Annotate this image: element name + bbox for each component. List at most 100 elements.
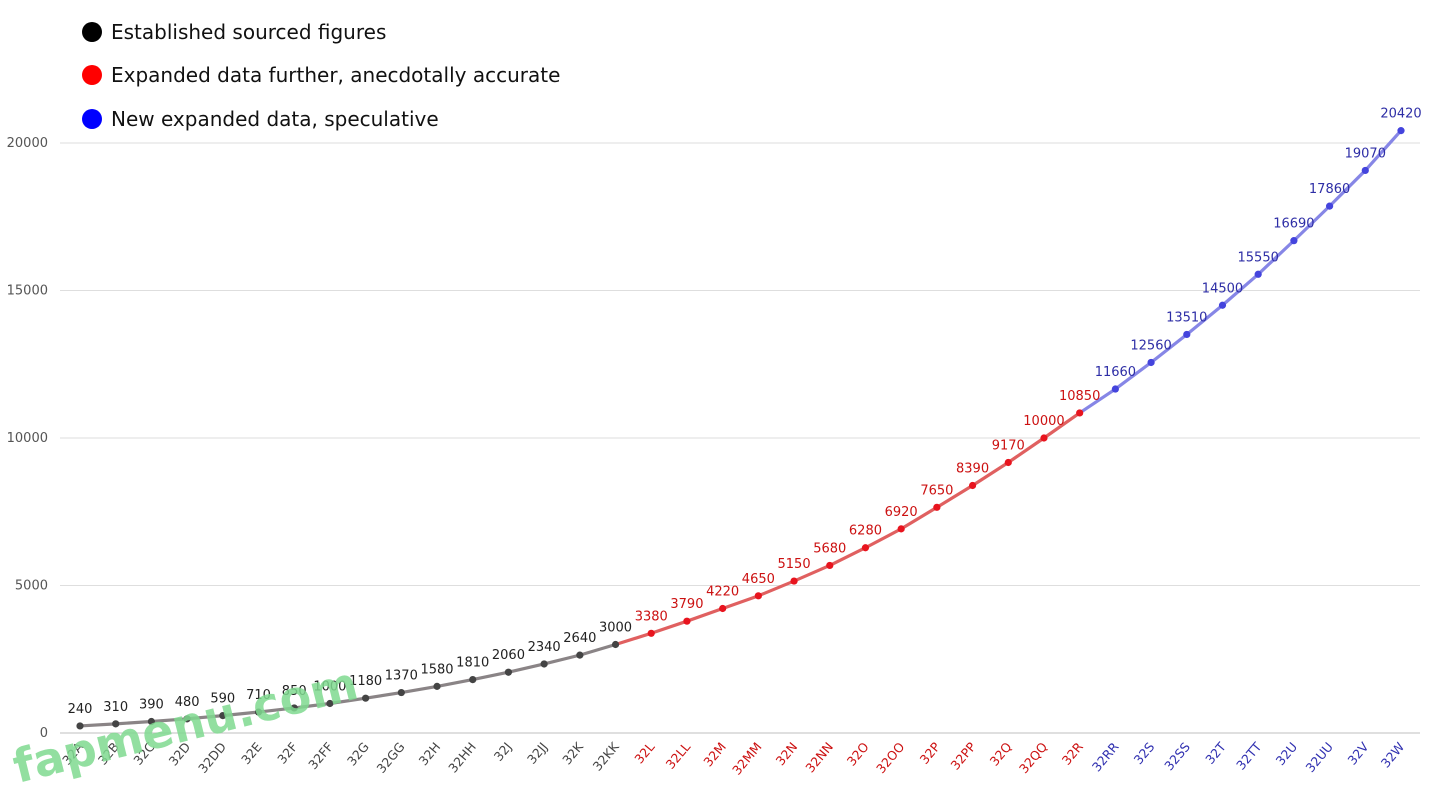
data-label: 2340 — [528, 640, 561, 655]
data-point — [1361, 166, 1369, 175]
data-label: 1370 — [385, 669, 418, 684]
data-label: 4220 — [706, 585, 739, 600]
x-axis-ticks: 32A 32B 32C 32D 32DD 32E 32F 32FF 32G 32GG 32H 32HH… — [59, 739, 1407, 778]
data-label: 1000 — [313, 680, 346, 695]
data-label: 13510 — [1166, 310, 1207, 325]
data-point — [754, 592, 762, 600]
data-label: 3790 — [670, 597, 703, 612]
x-tick-label: 32PP — [947, 739, 979, 773]
data-label: 14500 — [1202, 281, 1243, 296]
data-label: 5150 — [778, 557, 811, 572]
y-axis-ticks: 0 5000 10000 15000 20000 — [7, 136, 48, 741]
x-tick-label: 32NN — [802, 739, 836, 775]
x-tick-label: 32G — [344, 739, 372, 768]
data-point — [433, 682, 441, 690]
y-tick-label: 0 — [40, 726, 48, 741]
data-point — [683, 617, 691, 625]
series-line — [1078, 129, 1403, 415]
x-tick-label: 32J — [491, 739, 515, 764]
watermark-text: fapmenu.com — [8, 656, 363, 793]
data-label: 20420 — [1380, 107, 1421, 122]
legend-item-established: Established sourced figures — [82, 10, 560, 54]
data-label: 1580 — [420, 662, 453, 677]
data-label: 12560 — [1130, 338, 1171, 353]
data-label: 480 — [175, 695, 200, 710]
data-points — [76, 127, 1405, 730]
x-tick-label: 32QQ — [1016, 739, 1050, 776]
data-point — [968, 481, 977, 490]
data-label: 710 — [246, 688, 271, 703]
data-label: 7650 — [920, 483, 953, 498]
data-labels: 240 310 390 480 590 710 850 1000 1180 1370 1580 181… — [68, 107, 1422, 717]
data-label: 2640 — [563, 631, 596, 646]
data-label: 9170 — [992, 438, 1025, 453]
x-tick-label: 32SS — [1161, 739, 1193, 773]
x-tick-label: 32N — [773, 739, 801, 768]
data-label: 310 — [103, 700, 128, 715]
x-tick-label: 32S — [1131, 739, 1158, 767]
data-point — [1218, 301, 1227, 309]
data-point — [1004, 458, 1012, 467]
x-tick-label: 32W — [1378, 739, 1408, 770]
watermark: fapmenu.com — [8, 656, 363, 793]
data-point — [1290, 237, 1298, 245]
y-tick-label: 5000 — [15, 579, 48, 594]
data-point — [504, 668, 513, 676]
x-tick-label: 32V — [1344, 739, 1371, 768]
data-point — [790, 577, 798, 585]
x-tick-label: 32O — [844, 739, 872, 768]
data-point — [76, 722, 84, 730]
gridlines — [60, 142, 1420, 734]
x-tick-label: 32RR — [1089, 739, 1122, 774]
data-label: 3000 — [599, 621, 632, 636]
data-point — [897, 525, 905, 533]
data-point — [290, 704, 298, 712]
data-label: 1810 — [456, 656, 489, 671]
data-point — [1076, 409, 1084, 417]
x-tick-label: 32L — [631, 739, 657, 766]
data-point — [254, 708, 263, 716]
data-label: 19070 — [1345, 146, 1386, 161]
series-lines — [78, 129, 1403, 728]
legend-label: Established sourced figures — [111, 19, 387, 44]
data-point — [1147, 358, 1155, 367]
y-tick-label: 15000 — [7, 284, 48, 299]
data-label: 11660 — [1095, 365, 1136, 380]
x-tick-label: 32M — [700, 739, 729, 769]
data-point — [826, 561, 834, 570]
data-point — [1325, 202, 1334, 210]
x-tick-label: 32KK — [590, 739, 623, 774]
x-tick-label: 32HH — [445, 739, 479, 775]
data-point — [469, 676, 477, 684]
x-tick-label: 32UU — [1302, 739, 1335, 775]
legend: Established sourced figures Expanded dat… — [82, 10, 560, 141]
data-point — [1111, 385, 1119, 393]
legend-swatch — [82, 108, 102, 129]
data-label: 6920 — [885, 505, 918, 520]
data-label: 17860 — [1309, 182, 1350, 197]
data-point — [397, 688, 405, 697]
x-tick-label: 32Q — [987, 739, 1015, 768]
series-line — [613, 411, 1082, 647]
data-point — [861, 544, 870, 552]
data-point — [611, 640, 620, 649]
data-point — [540, 660, 548, 668]
legend-item-expanded: Expanded data further, anecdotally accur… — [82, 54, 560, 98]
data-point — [326, 699, 334, 708]
data-label: 3380 — [635, 609, 668, 624]
data-label: 850 — [282, 684, 307, 699]
data-label: 8390 — [956, 461, 989, 476]
data-point — [1254, 270, 1262, 278]
x-tick-label: 32U — [1273, 739, 1301, 768]
x-tick-label: 32F — [274, 739, 300, 766]
data-point — [219, 711, 227, 720]
data-label: 15550 — [1238, 250, 1279, 265]
data-point — [112, 720, 120, 728]
data-point — [576, 651, 584, 659]
x-tick-label: 32P — [917, 739, 944, 767]
x-tick-label: 32T — [1202, 739, 1229, 767]
x-tick-label: 32GG — [373, 739, 407, 776]
data-point — [183, 715, 191, 723]
data-label: 6280 — [849, 524, 882, 539]
